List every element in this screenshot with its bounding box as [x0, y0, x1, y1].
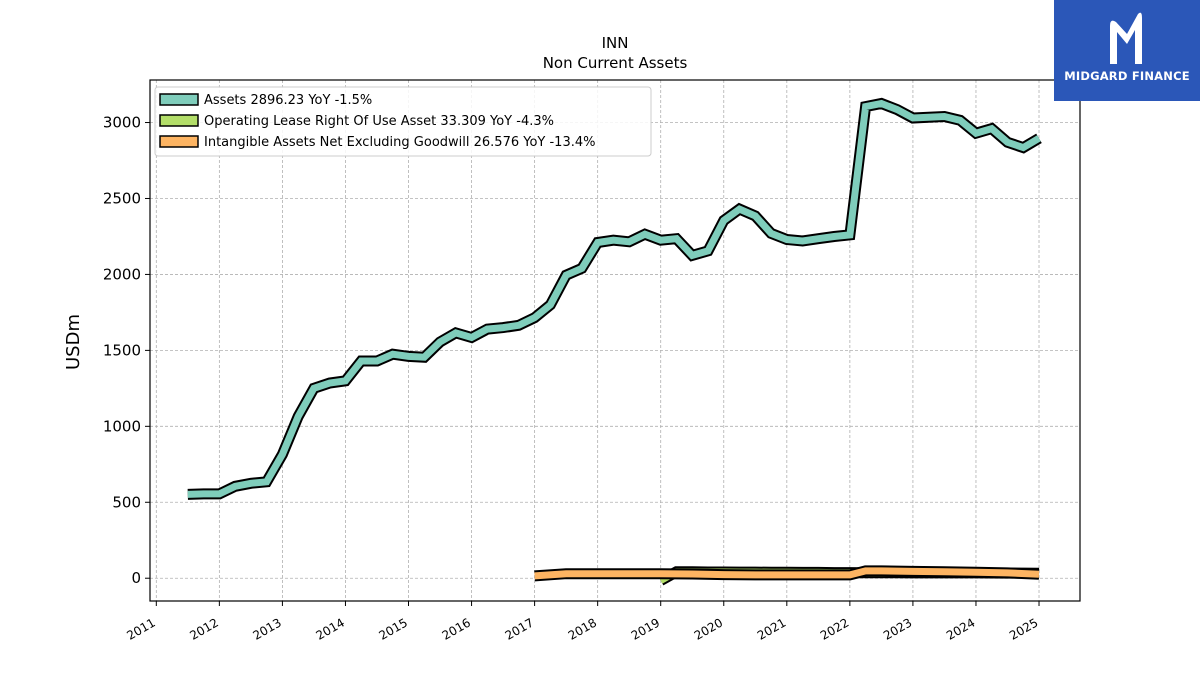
y-tick-label: 0 — [131, 569, 141, 587]
legend-label-0: Assets 2896.23 YoY -1.5% — [204, 93, 372, 108]
x-tick-label: 2024 — [944, 615, 977, 642]
legend-label-1: Operating Lease Right Of Use Asset 33.30… — [204, 114, 554, 129]
chart-title: INN — [602, 34, 629, 52]
y-tick-label: 2000 — [103, 265, 141, 283]
plot-frame — [149, 79, 1081, 602]
x-tick-label: 2020 — [692, 615, 725, 642]
x-tick-label: 2015 — [377, 615, 410, 642]
x-tick-label: 2025 — [1007, 615, 1040, 642]
x-tick-label: 2011 — [124, 615, 157, 642]
series-line-0 — [187, 99, 1041, 498]
y-tick-label: 3000 — [103, 114, 141, 132]
midgard-m-logo-icon — [1110, 12, 1142, 65]
series-line-2 — [534, 567, 1040, 580]
legend-swatch-2 — [159, 135, 199, 148]
legend-swatch-1 — [159, 114, 199, 127]
y-tick-label: 1500 — [103, 341, 141, 359]
x-tick-label: 2019 — [629, 615, 662, 642]
chart-subtitle: Non Current Assets — [543, 54, 688, 72]
x-tick-label: 2016 — [440, 615, 473, 642]
legend-box — [154, 86, 652, 157]
x-tick-label: 2012 — [187, 615, 220, 642]
y-tick-label: 1000 — [103, 417, 141, 435]
x-tick-label: 2021 — [755, 615, 788, 642]
x-tick-label: 2022 — [818, 615, 851, 642]
y-tick-label: 500 — [112, 493, 141, 511]
brand-logo: MIDGARD FINANCE — [1054, 0, 1200, 101]
y-axis-label: USDm — [63, 314, 84, 370]
y-tick-label: 2500 — [103, 189, 141, 207]
series-line-outline-0 — [187, 97, 1042, 500]
x-tick-label: 2014 — [314, 615, 347, 642]
legend-label-2: Intangible Assets Net Excluding Goodwill… — [204, 135, 595, 150]
x-tick-label: 2013 — [250, 615, 283, 642]
x-tick-label: 2018 — [566, 615, 599, 642]
brand-name: MIDGARD FINANCE — [1064, 69, 1190, 83]
legend-swatch-0 — [159, 93, 199, 106]
x-tick-label: 2017 — [503, 615, 536, 642]
x-tick-label: 2023 — [881, 615, 914, 642]
